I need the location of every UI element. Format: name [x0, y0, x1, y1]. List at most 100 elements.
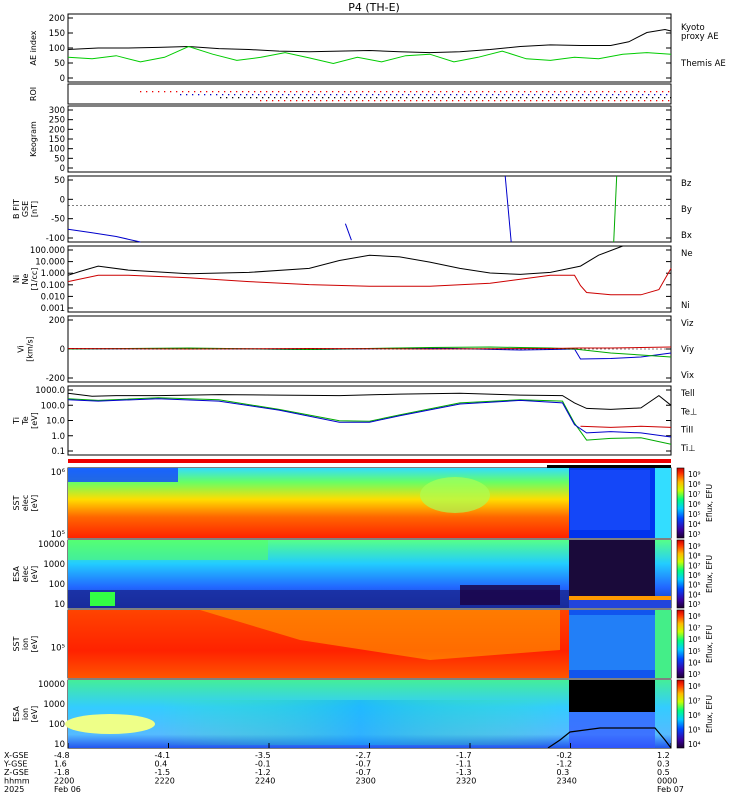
- roi-dot: [658, 97, 660, 99]
- roi-dot: [548, 100, 550, 102]
- roi-dot: [340, 97, 342, 99]
- roi-dot: [452, 100, 454, 102]
- roi-dot: [356, 100, 358, 102]
- roi-dot: [338, 91, 340, 93]
- roi-dot: [482, 100, 484, 102]
- ylabel-v: Vi: [17, 345, 26, 353]
- roi-dot: [604, 97, 606, 99]
- roi-dot: [362, 100, 364, 102]
- roi-dot: [380, 100, 382, 102]
- roi-dot: [236, 91, 238, 93]
- ytick-label: 0: [60, 345, 65, 355]
- colorbar-tick: 10⁵: [688, 510, 701, 519]
- legend-entry: Te⊥: [680, 407, 697, 417]
- roi-dot: [584, 91, 586, 93]
- ylabel-sst_e: elec: [21, 495, 30, 511]
- ytick-label: 0.010: [41, 292, 65, 302]
- roi-dot: [448, 97, 450, 99]
- colorbar-tick: 10⁸: [688, 552, 701, 561]
- roi-dot: [498, 94, 500, 96]
- roi-dot: [406, 97, 408, 99]
- roi-dot: [384, 94, 386, 96]
- roi-dot: [568, 97, 570, 99]
- roi-dot: [308, 91, 310, 93]
- roi-dot: [224, 91, 226, 93]
- roi-dot: [438, 94, 440, 96]
- roi-dot: [514, 97, 516, 99]
- roi-dot: [518, 100, 520, 102]
- xaxis-cell: 0.3: [657, 760, 670, 769]
- roi-dot: [238, 97, 240, 99]
- roi-dot: [256, 97, 258, 99]
- series-line-Ne: [67, 268, 672, 296]
- roi-dot: [552, 94, 554, 96]
- roi-dot: [264, 94, 266, 96]
- roi-dot: [632, 91, 634, 93]
- ytick-label: 0.100: [41, 281, 65, 291]
- roi-dot: [456, 94, 458, 96]
- roi-dot: [320, 100, 322, 102]
- roi-dot: [240, 94, 242, 96]
- xaxis-cell: -1.1: [456, 760, 472, 769]
- roi-dot: [278, 91, 280, 93]
- roi-dot: [374, 100, 376, 102]
- roi-dot: [642, 94, 644, 96]
- roi-dot: [502, 97, 504, 99]
- ytick-label: 50: [54, 59, 65, 69]
- series-line-TiII: [67, 397, 672, 445]
- colorbar-tick: 10⁵: [688, 726, 701, 735]
- roi-dot: [146, 91, 148, 93]
- roi-dot: [664, 97, 666, 99]
- roi-dot: [508, 97, 510, 99]
- ytick-label: 50: [54, 176, 65, 186]
- roi-dot: [446, 91, 448, 93]
- xaxis-row-label: 2025: [4, 785, 24, 794]
- roi-dot: [218, 91, 220, 93]
- xaxis-cell: -3.5: [255, 751, 271, 760]
- roi-dot: [542, 91, 544, 93]
- roi-dot: [282, 94, 284, 96]
- series-line-Te⊥: [580, 425, 672, 428]
- roi-dot: [534, 94, 536, 96]
- roi-dot: [380, 91, 382, 93]
- roi-dot: [572, 91, 574, 93]
- roi-dot: [334, 97, 336, 99]
- roi-dot: [522, 94, 524, 96]
- roi-dot: [532, 97, 534, 99]
- roi-dot: [596, 91, 598, 93]
- roi-dot: [398, 91, 400, 93]
- roi-dot: [490, 97, 492, 99]
- ylabel-esa_i: ion: [21, 708, 30, 720]
- roi-dot: [570, 94, 572, 96]
- roi-dot: [666, 94, 668, 96]
- roi-dot: [432, 94, 434, 96]
- roi-dot: [506, 100, 508, 102]
- roi-dot: [176, 91, 178, 93]
- xaxis-cell: -0.1: [255, 760, 271, 769]
- roi-dot: [590, 91, 592, 93]
- ytick-label: 150: [49, 135, 65, 145]
- roi-dot: [562, 97, 564, 99]
- xaxis-cell: -1.2: [557, 760, 573, 769]
- roi-dot: [610, 97, 612, 99]
- panel-frame-ti: [67, 385, 672, 456]
- roi-dot: [408, 94, 410, 96]
- roi-dot: [294, 94, 296, 96]
- roi-dot: [484, 97, 486, 99]
- roi-dot: [332, 91, 334, 93]
- roi-dot: [466, 97, 468, 99]
- colorbar-tick: 10⁵: [688, 581, 701, 590]
- roi-dot: [478, 97, 480, 99]
- roi-dot: [344, 91, 346, 93]
- ylabel-keogram: Keogram: [29, 121, 38, 157]
- roi-dot: [296, 100, 298, 102]
- roi-dot: [382, 97, 384, 99]
- roi-dot: [486, 94, 488, 96]
- roi-dot: [388, 97, 390, 99]
- roi-dot: [656, 100, 658, 102]
- ylabel-esa_i: [eV]: [30, 706, 39, 723]
- roi-dot: [328, 97, 330, 99]
- xaxis-cell: 2200: [54, 777, 74, 786]
- roi-dot: [640, 97, 642, 99]
